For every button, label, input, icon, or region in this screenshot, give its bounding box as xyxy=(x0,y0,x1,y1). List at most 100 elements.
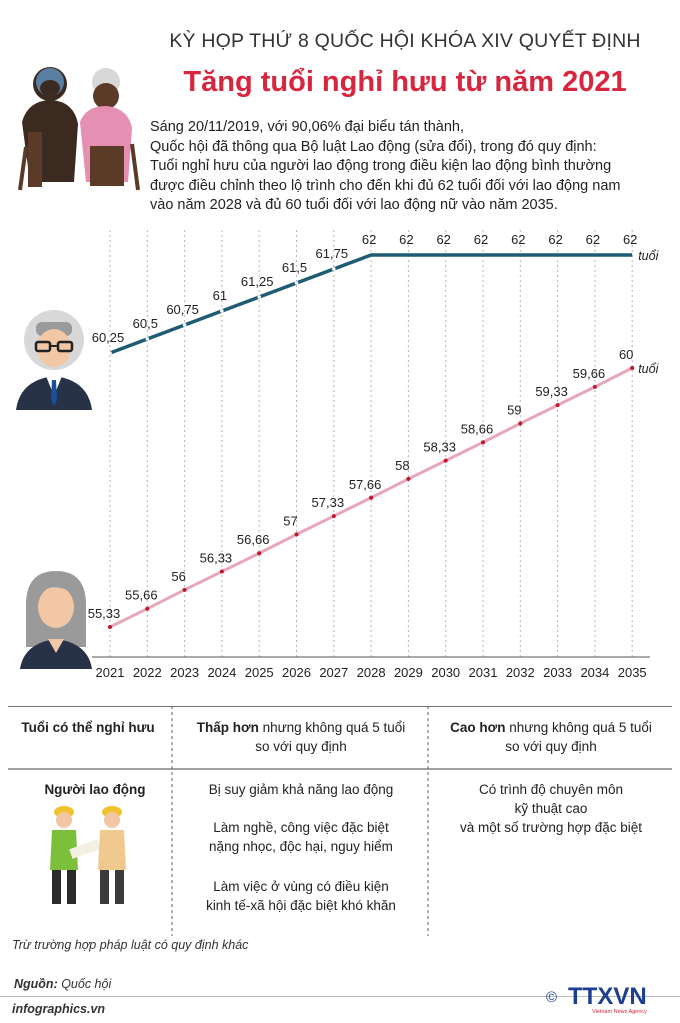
data-label: 58 xyxy=(395,458,409,473)
elderly-woman-icon xyxy=(80,68,140,191)
lower-condition-1: Bị suy giảm khả năng lao động xyxy=(176,780,426,799)
data-point xyxy=(257,295,262,299)
ttxvn-logo: © TTXVN Vietnam News Agency xyxy=(546,983,647,1015)
data-point xyxy=(182,587,187,592)
condition-line: Làm việc ở vùng có điều kiện xyxy=(213,879,389,894)
data-label: 55,33 xyxy=(88,606,121,621)
x-tick-label: 2027 xyxy=(319,665,348,680)
worker-right-icon xyxy=(98,806,126,904)
x-tick-label: 2035 xyxy=(618,665,647,680)
data-label: 60,75 xyxy=(166,302,199,317)
condition-line: kinh tế-xã hội đặc biệt khó khăn xyxy=(206,898,396,913)
headline: Tăng tuổi nghỉ hưu từ năm 2021 xyxy=(183,66,627,98)
intro-line: vào năm 2028 và đủ 60 tuổi đối với lao đ… xyxy=(150,197,558,213)
x-tick-label: 2031 xyxy=(469,665,498,680)
data-point xyxy=(220,309,224,313)
data-label: 59,33 xyxy=(535,384,568,399)
x-axis: 2021 2022 2023 2024 2025 2026 2027 2028 2029 2030… xyxy=(92,656,650,680)
condition-line: và một số trường hợp đặc biệt xyxy=(459,820,643,835)
copyright-symbol: © xyxy=(546,989,557,1006)
kicker-title: KỲ HỌP THỨ 8 QUỐC HỘI KHÓA XIV QUYẾT ĐỊN… xyxy=(169,30,641,52)
intro-text: Sáng 20/11/2019, với 90,06% đại biểu tán… xyxy=(150,118,670,216)
data-label: 57 xyxy=(283,513,297,528)
data-label: 59,66 xyxy=(573,366,606,381)
data-label: 61,25 xyxy=(241,274,274,289)
footnote: Trừ trường hợp pháp luật có quy định khá… xyxy=(12,938,249,952)
data-point xyxy=(108,625,112,629)
female-series: 55,33 55,66 56 56,33 56,66 57 57,33 57,66 58 58,3… xyxy=(88,347,660,629)
unit-label: tuổi xyxy=(638,249,659,263)
source-credit: Nguồn: Quốc hội xyxy=(14,977,111,991)
data-label: 62 xyxy=(474,232,488,247)
lower-condition-3: Làm việc ở vùng có điều kiện kinh tế-xã … xyxy=(176,877,426,915)
data-point xyxy=(145,337,150,341)
data-label: 61,5 xyxy=(282,260,307,275)
data-label: 62 xyxy=(586,232,600,247)
table-lines xyxy=(8,706,672,936)
condition-line: kỹ thuật cao xyxy=(514,801,588,816)
x-tick-label: 2026 xyxy=(282,665,311,680)
worker-left-icon xyxy=(50,806,101,904)
data-point xyxy=(369,495,374,500)
condition-line: Có trình độ chuyên môn xyxy=(478,782,624,797)
elderly-couple-illustration xyxy=(18,67,140,191)
male-worker-avatar-icon xyxy=(16,310,92,410)
data-point xyxy=(592,384,597,389)
condition-line: nặng nhọc, độc hại, nguy hiểm xyxy=(209,839,393,854)
data-label: 61 xyxy=(213,288,227,303)
intro-line: được điều chỉnh theo lộ trình cho đến kh… xyxy=(150,177,621,194)
lower-rest: nhưng không quá 5 tuổi xyxy=(258,720,406,735)
male-series: 60,25 60,5 60,75 61 61,25 61,5 61,75 62 62 62 62 62… xyxy=(92,232,660,355)
data-label: 57,33 xyxy=(312,495,345,510)
data-label: 58,66 xyxy=(461,421,494,436)
footer-divider xyxy=(0,996,680,1023)
source-label: Nguồn: xyxy=(14,977,58,991)
data-point xyxy=(108,351,112,355)
intro-line: Sáng 20/11/2019, với 90,06% đại biểu tán… xyxy=(150,119,464,135)
data-point xyxy=(481,440,485,445)
data-point xyxy=(332,267,336,271)
female-worker-avatar-icon xyxy=(20,571,92,669)
construction-workers-illustration xyxy=(50,806,126,904)
site-link[interactable]: infographics.vn xyxy=(12,1002,106,1016)
data-point xyxy=(331,514,336,519)
data-point xyxy=(555,403,560,408)
data-label: 62 xyxy=(436,232,450,247)
condition-line: Làm nghề, công việc đặc biệt xyxy=(213,820,389,835)
data-point xyxy=(219,569,224,574)
data-point xyxy=(182,323,187,327)
lower-condition-2: Làm nghề, công việc đặc biệt nặng nhọc, … xyxy=(176,818,426,856)
data-label: 60,5 xyxy=(133,316,158,331)
data-label: 62 xyxy=(511,232,525,247)
data-label: 62 xyxy=(623,232,637,247)
source-value: Quốc hội xyxy=(57,977,112,991)
higher-conditions: Có trình độ chuyên môn kỹ thuật cao và m… xyxy=(430,780,672,837)
table-row-label: Người lao động xyxy=(44,782,146,797)
x-tick-label: 2032 xyxy=(506,665,535,680)
logo-text: TTXVN xyxy=(568,983,647,1010)
retirement-age-chart: 60,25 60,5 60,75 61 61,25 61,5 61,75 62 62 62 62 62… xyxy=(16,230,660,680)
x-tick-label: 2024 xyxy=(207,665,236,680)
data-point xyxy=(518,421,523,426)
chart-grid xyxy=(109,230,633,657)
data-label: 62 xyxy=(548,232,562,247)
data-point xyxy=(406,476,411,481)
lower-label: Thấp hơn xyxy=(196,720,259,735)
data-label: 59 xyxy=(507,402,521,417)
data-point xyxy=(294,281,299,285)
x-tick-label: 2025 xyxy=(245,665,274,680)
logo-sub: Vietnam News Agency xyxy=(592,1009,647,1015)
higher-line2: so với quy định xyxy=(505,739,597,754)
data-label: 62 xyxy=(362,232,376,247)
x-tick-label: 2021 xyxy=(96,665,125,680)
table-header-age: Tuổi có thể nghỉ hưu xyxy=(21,720,155,735)
intro-line: Tuổi nghỉ hưu của người lao động trong đ… xyxy=(150,158,612,174)
series-line xyxy=(109,253,633,355)
x-tick-label: 2034 xyxy=(580,665,609,680)
data-label: 55,66 xyxy=(125,588,158,603)
x-tick-label: 2029 xyxy=(394,665,423,680)
data-point xyxy=(145,606,150,611)
x-tick-label: 2028 xyxy=(357,665,386,680)
elderly-man-icon xyxy=(18,67,78,191)
data-label: 60,25 xyxy=(92,330,125,345)
